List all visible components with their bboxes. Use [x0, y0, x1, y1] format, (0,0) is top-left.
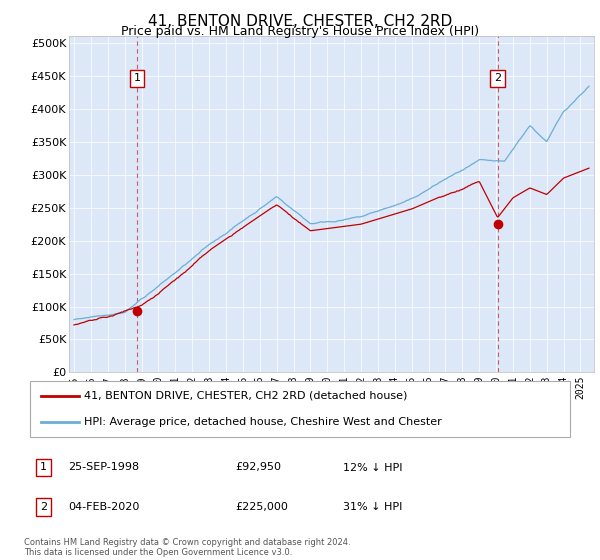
- Text: £225,000: £225,000: [235, 502, 288, 512]
- Text: 25-SEP-1998: 25-SEP-1998: [68, 463, 139, 473]
- Text: 41, BENTON DRIVE, CHESTER, CH2 2RD (detached house): 41, BENTON DRIVE, CHESTER, CH2 2RD (deta…: [84, 391, 407, 401]
- Text: 04-FEB-2020: 04-FEB-2020: [68, 502, 139, 512]
- Text: 1: 1: [40, 463, 47, 473]
- FancyBboxPatch shape: [30, 381, 570, 437]
- Text: 1: 1: [134, 73, 140, 83]
- Text: Contains HM Land Registry data © Crown copyright and database right 2024.
This d: Contains HM Land Registry data © Crown c…: [24, 538, 350, 557]
- Text: 2: 2: [40, 502, 47, 512]
- Text: £92,950: £92,950: [235, 463, 281, 473]
- Text: Price paid vs. HM Land Registry's House Price Index (HPI): Price paid vs. HM Land Registry's House …: [121, 25, 479, 38]
- Text: 12% ↓ HPI: 12% ↓ HPI: [343, 463, 403, 473]
- Text: HPI: Average price, detached house, Cheshire West and Chester: HPI: Average price, detached house, Ches…: [84, 417, 442, 427]
- Text: 2: 2: [494, 73, 501, 83]
- Text: 31% ↓ HPI: 31% ↓ HPI: [343, 502, 403, 512]
- Text: 41, BENTON DRIVE, CHESTER, CH2 2RD: 41, BENTON DRIVE, CHESTER, CH2 2RD: [148, 14, 452, 29]
